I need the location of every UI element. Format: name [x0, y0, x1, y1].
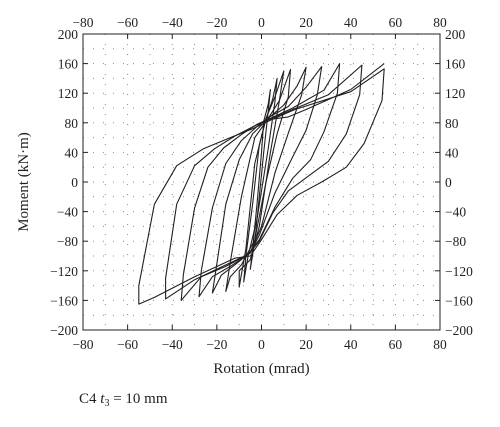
x-tick-label-bottom: −80 [72, 337, 93, 352]
y-tick-label-right: 160 [445, 57, 466, 72]
hysteresis-loop-5 [211, 66, 307, 294]
hysteresis-loop-8 [243, 77, 278, 283]
caption-prefix: C4 [79, 391, 101, 407]
y-tick-label-left: −40 [57, 205, 78, 220]
y-tick-label-right: −80 [445, 234, 466, 249]
axis-ticks [82, 33, 441, 331]
y-tick-label-right: 80 [445, 116, 459, 131]
x-tick-label-top: 60 [389, 15, 403, 30]
x-tick-label-bottom: −60 [117, 337, 138, 352]
y-tick-label-right: 200 [445, 27, 466, 42]
caption-suffix: = 10 mm [109, 391, 168, 407]
plot-frame [82, 33, 441, 331]
y-tick-label-left: 120 [58, 86, 79, 101]
grid-lines [83, 34, 440, 330]
hysteresis-curves [138, 63, 385, 305]
y-tick-label-right: −120 [445, 264, 473, 279]
hysteresis-chart: −80−80−60−60−40−40−20−200020204040606080… [16, 15, 473, 377]
figure-caption: C4 t3 = 10 mm [79, 391, 167, 409]
x-tick-label-top: −80 [72, 15, 93, 30]
x-tick-label-bottom: 20 [299, 337, 313, 352]
hysteresis-loop-9 [249, 88, 271, 270]
x-tick-label-top: −60 [117, 15, 138, 30]
x-tick-label-top: 80 [433, 15, 447, 30]
y-tick-label-left: −200 [50, 323, 78, 338]
y-tick-label-right: 40 [445, 145, 459, 160]
y-tick-label-left: −160 [50, 293, 78, 308]
y-tick-label-right: 120 [445, 86, 466, 101]
x-axis-title: Rotation (mrad) [213, 361, 309, 377]
x-tick-label-top: 20 [299, 15, 313, 30]
y-tick-label-left: 0 [71, 175, 78, 190]
y-tick-label-left: −120 [50, 264, 78, 279]
hysteresis-loop-1 [138, 63, 385, 305]
x-tick-label-bottom: 40 [344, 337, 358, 352]
y-tick-label-right: −160 [445, 293, 473, 308]
hysteresis-loop-6 [225, 68, 292, 293]
y-tick-label-left: 40 [65, 145, 79, 160]
y-tick-label-right: 0 [445, 175, 452, 190]
x-tick-label-bottom: 0 [258, 337, 265, 352]
x-tick-label-bottom: −40 [162, 337, 183, 352]
y-tick-label-right: −40 [445, 205, 466, 220]
y-tick-label-right: −200 [445, 323, 473, 338]
tick-labels: −80−80−60−60−40−40−20−200020204040606080… [50, 15, 473, 352]
y-tick-label-left: 160 [58, 57, 79, 72]
y-axis-title: Moment (kN·m) [16, 132, 32, 232]
x-tick-label-top: 40 [344, 15, 358, 30]
y-tick-label-left: 200 [58, 27, 79, 42]
y-tick-label-left: 80 [65, 116, 79, 131]
caption-symbol: t [100, 391, 105, 407]
y-tick-label-left: −80 [57, 234, 78, 249]
x-tick-label-top: −20 [206, 15, 227, 30]
x-tick-label-bottom: −20 [206, 337, 227, 352]
x-tick-label-bottom: 80 [433, 337, 447, 352]
x-tick-label-top: 0 [258, 15, 265, 30]
x-tick-label-bottom: 60 [389, 337, 403, 352]
x-tick-label-top: −40 [162, 15, 183, 30]
caption-subscript: 3 [104, 398, 110, 409]
